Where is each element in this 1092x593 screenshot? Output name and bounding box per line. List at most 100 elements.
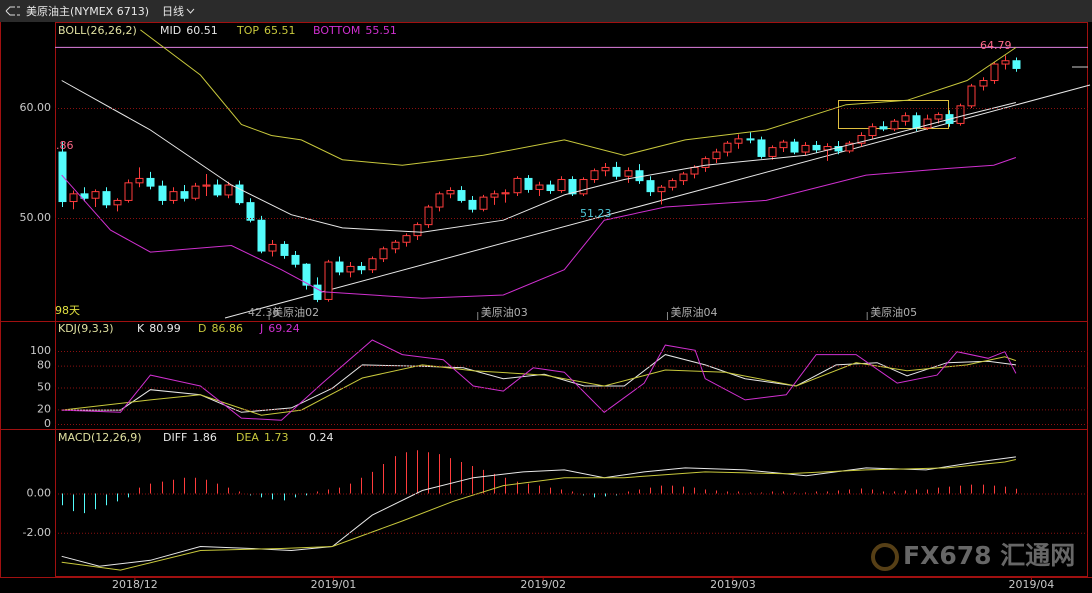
toolbar [0,0,1092,22]
legend-entry: MID 60.51 [160,24,218,37]
indicator-line [61,356,1017,416]
candle-body [579,179,588,195]
panel [61,339,1017,421]
legend-entry: D 86.86 [198,322,243,335]
indicator-line [140,29,1017,166]
legend-value: 86.86 [211,322,243,335]
legend-name: DEA [236,431,259,444]
candle-body [668,180,677,188]
candle-body [590,170,599,181]
y-tick-label: 100 [30,344,51,357]
candle-body [679,173,688,182]
y-tick-label: 20 [37,402,51,415]
candle-body [213,184,222,196]
y-tick-label: 50 [37,380,51,393]
legend-entry: K 80.99 [137,322,181,335]
annotation: .86 [56,139,74,152]
candle-body [113,199,122,206]
candle-body [535,184,544,190]
period[interactable]: 日线 [162,4,184,18]
candle-body [557,179,566,192]
legend-value: 80.99 [149,322,181,335]
contract-label: 美原油03 [481,305,528,319]
candle-body [257,219,266,252]
candle-body [934,114,943,120]
symbol[interactable]: 美原油主(NYMEX 6713) [26,4,149,18]
legend-name: BOTTOM [313,24,360,37]
candle-body [291,254,300,265]
candle-body [956,105,965,124]
candle-body [746,138,755,141]
candle-body [169,191,178,201]
candle-body [146,177,155,187]
watermark: FX678 汇通网 [903,541,1075,570]
candle-body [280,243,289,256]
legend-name: DIFF [163,431,187,444]
candle-body [479,196,488,210]
candle-body [402,235,411,243]
candle-body [58,151,67,203]
candle-body [457,190,466,201]
candle-body [468,199,477,210]
annotation: 51.23 [580,207,612,220]
annotation: 98天 [55,304,80,317]
candle-body [601,166,610,172]
toolbar-icon[interactable] [5,6,20,16]
candle-body [612,166,621,177]
indicator-line [61,80,1017,233]
candle-body [268,243,277,252]
indicator-line [61,354,1016,413]
candle-body [712,151,721,160]
y-tick-label: 0 [44,417,51,430]
annotation: 64.79 [980,39,1012,52]
candle-body [180,191,189,199]
candle-body [313,284,322,300]
contract-label: 美原油02 [272,305,319,319]
x-tick-label: 2019/03 [710,578,756,591]
candle-body [357,265,366,271]
candle-body [635,170,644,182]
indicator-line [61,456,1016,567]
y-tick-label: 60.00 [20,101,52,114]
candle-body [80,193,89,199]
indicator-label: MACD(12,26,9) [58,431,142,444]
contract-label: 美原油05 [870,305,917,319]
candle-body [868,126,877,137]
indicator-line [61,157,1017,299]
y-tick-label: 0.00 [27,486,52,499]
candle-body [879,126,888,130]
legend-value: 69.24 [268,322,300,335]
candle-body [990,63,999,82]
candle-body [734,138,743,144]
legend-value: 60.51 [186,24,218,37]
candle-body [391,241,400,250]
legend-entry: TOP 65.51 [236,24,296,37]
candle-body [779,141,788,149]
candle-body [69,193,78,203]
candle-body [435,193,444,208]
period-dropdown[interactable] [186,8,195,14]
candle-body [302,263,311,286]
candle-body [646,180,655,193]
y-tick-label: 80 [37,359,51,372]
legend-entry: J 69.24 [259,322,300,335]
candle-body [446,190,455,195]
candle-body [624,170,633,177]
indicator-label: KDJ(9,3,3) [58,322,114,335]
candle-body [202,184,211,187]
legend-name: D [198,322,206,335]
candle-body [812,144,821,151]
candle-body [790,141,799,153]
candle-body [424,206,433,226]
candle-body [413,224,422,237]
candle-body [568,179,577,195]
y-tick-label: -2.00 [23,526,51,539]
candle-body [967,85,976,107]
x-tick-label: 2019/02 [520,578,566,591]
candle-body [513,177,522,194]
candle-body [979,80,988,87]
candle-body [845,142,854,152]
candle-body [124,182,133,201]
candle-body [923,118,932,129]
